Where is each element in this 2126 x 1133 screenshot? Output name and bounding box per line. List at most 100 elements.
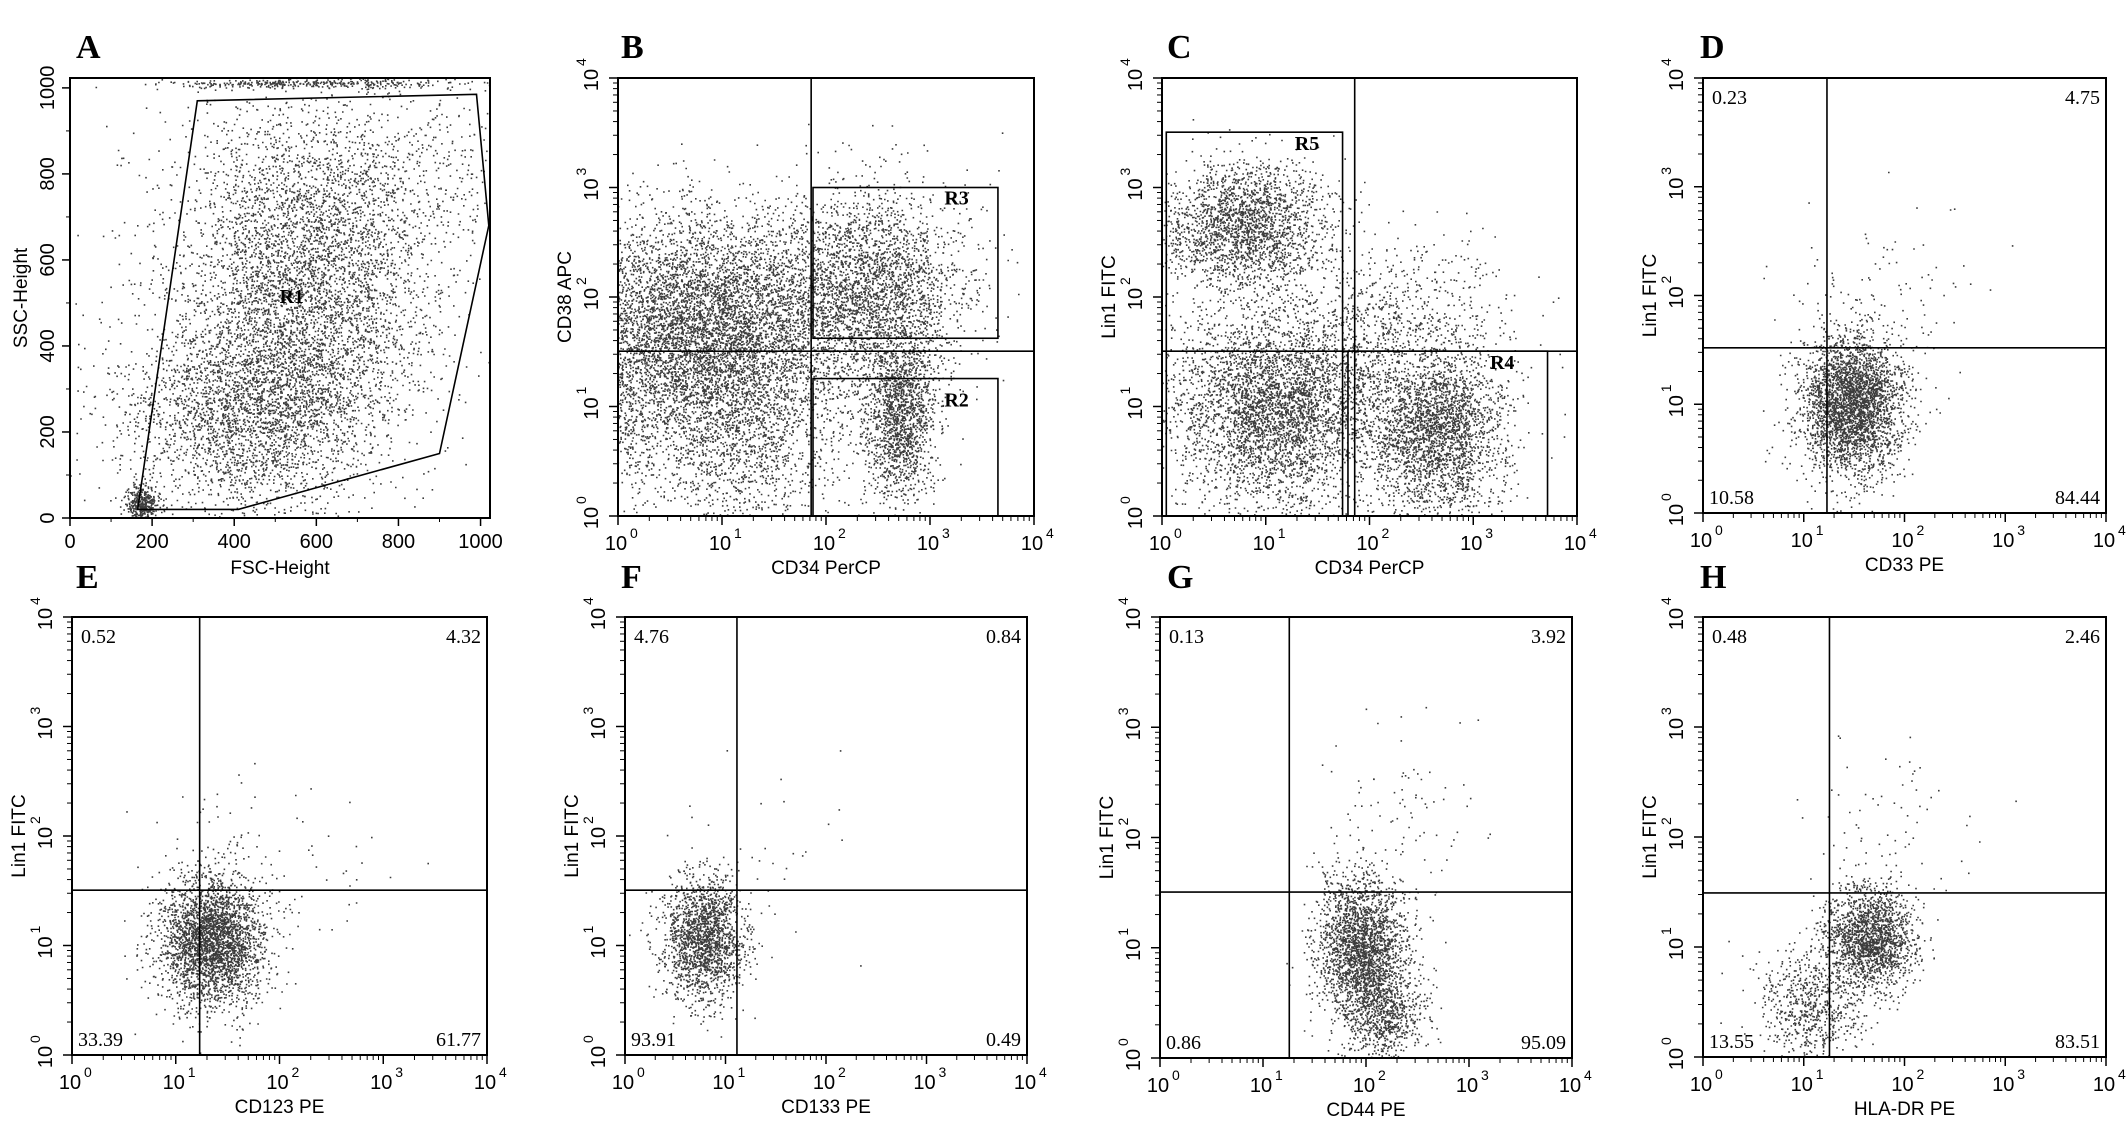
quadrant-value-ur: 3.92 — [1531, 626, 1566, 648]
x-tick-exponent: 1 — [188, 1064, 196, 1080]
event-dots — [629, 750, 862, 1038]
y-tick-label: 104 — [1658, 597, 1688, 630]
gate-r4 — [1347, 350, 1549, 517]
y-tick-label: 100 — [1658, 1037, 1688, 1070]
event-cloud — [1720, 735, 2017, 1057]
x-axis-label: CD34 PerCP — [1315, 558, 1425, 579]
event-cloud — [618, 123, 1020, 516]
svg-text:10: 10 — [588, 936, 610, 958]
quadrant-value-lr: 95.09 — [1521, 1032, 1566, 1054]
quadrant-value-ur: 0.84 — [986, 626, 1021, 648]
quadrant-value-lr: 84.44 — [2055, 487, 2100, 509]
x-tick-label: 200 — [135, 531, 168, 553]
y-axis-label: Lin1 FITC — [9, 794, 30, 877]
x-axis-label: CD34 PerCP — [771, 558, 881, 579]
y-tick-label: 102 — [1658, 817, 1688, 850]
gate-label: R1 — [279, 286, 303, 308]
gate-r3 — [812, 186, 999, 340]
x-tick-label: 10 — [1014, 1072, 1036, 1094]
x-tick-label: 10 — [163, 1072, 185, 1094]
x-tick-exponent: 3 — [942, 525, 950, 541]
svg-text:2: 2 — [1658, 276, 1674, 284]
svg-text:0: 0 — [580, 1035, 596, 1043]
x-tick-label: 10 — [1992, 530, 2014, 552]
quadrant-value-lr: 61.77 — [436, 1029, 481, 1051]
y-tick-label: 103 — [1658, 167, 1688, 200]
event-dots — [70, 78, 490, 518]
y-tick-label: 101 — [1658, 384, 1688, 417]
x-tick-exponent: 2 — [1382, 525, 1390, 541]
gate-label: R2 — [944, 390, 968, 412]
svg-text:2: 2 — [1115, 818, 1131, 826]
event-cloud — [1162, 119, 1566, 516]
svg-text:10: 10 — [588, 717, 610, 739]
svg-text:1: 1 — [580, 926, 596, 934]
y-tick-label: 103 — [1658, 707, 1688, 740]
quadrant-value-ul: 0.13 — [1169, 626, 1204, 648]
plot-frame — [71, 616, 488, 1056]
x-tick-label: 10 — [813, 533, 835, 555]
x-tick-label: 10 — [1891, 530, 1913, 552]
x-tick-exponent: 3 — [395, 1064, 403, 1080]
y-tick-label: 103 — [573, 168, 603, 201]
x-tick-exponent: 2 — [1917, 1066, 1925, 1082]
axes: 0 200 400 600 800 1000 0 200 400 600 800 1000 — [37, 66, 503, 553]
svg-text:2: 2 — [1658, 817, 1674, 825]
x-tick-exponent: 2 — [838, 525, 846, 541]
quadrant-value-ll: 0.86 — [1166, 1032, 1201, 1054]
x-tick-label: 10 — [1149, 533, 1171, 555]
y-tick-label: 104 — [580, 597, 610, 630]
svg-text:10: 10 — [588, 827, 610, 849]
y-tick-label: 104 — [573, 58, 603, 91]
svg-text:0: 0 — [1658, 493, 1674, 501]
svg-text:4: 4 — [27, 597, 43, 605]
y-axis-label: Lin1 FITC — [1097, 796, 1118, 879]
svg-text:10: 10 — [1666, 395, 1688, 417]
x-tick-exponent: 0 — [1715, 522, 1723, 538]
panel-letter: B — [621, 29, 644, 66]
x-tick-exponent: 1 — [1275, 1067, 1283, 1083]
x-tick-exponent: 4 — [2118, 522, 2126, 538]
x-tick-exponent: 0 — [637, 1064, 645, 1080]
svg-text:10: 10 — [1123, 718, 1145, 740]
x-tick-label: 10 — [1690, 530, 1712, 552]
svg-text:1: 1 — [573, 387, 589, 395]
panel-letter: H — [1700, 559, 1726, 596]
y-axis-label: SSC-Height — [11, 247, 32, 348]
svg-text:10: 10 — [1666, 178, 1688, 200]
x-tick-exponent: 3 — [2017, 522, 2025, 538]
x-tick-exponent: 2 — [1917, 522, 1925, 538]
x-tick-exponent: 4 — [2118, 1066, 2126, 1082]
y-axis-label: Lin1 FITC — [1099, 255, 1120, 338]
svg-text:10: 10 — [1666, 718, 1688, 740]
svg-text:10: 10 — [581, 178, 603, 200]
x-tick-exponent: 4 — [1039, 1064, 1047, 1080]
svg-text:10: 10 — [588, 1046, 610, 1068]
svg-text:2: 2 — [573, 277, 589, 285]
svg-text:10: 10 — [588, 608, 610, 630]
x-axis-label: CD44 PE — [1326, 1100, 1405, 1121]
x-tick-label: 10 — [1021, 533, 1043, 555]
x-tick-exponent: 4 — [1589, 525, 1597, 541]
y-tick-label: 101 — [1658, 927, 1688, 960]
x-tick-label: 800 — [382, 531, 415, 553]
svg-text:10: 10 — [581, 288, 603, 310]
x-tick-label: 10 — [59, 1072, 81, 1094]
quadrant-value-ll: 13.55 — [1709, 1031, 1754, 1053]
event-cloud — [1762, 171, 2014, 513]
svg-text:10: 10 — [1125, 69, 1147, 91]
event-dots — [1286, 706, 1491, 1058]
svg-text:3: 3 — [1658, 167, 1674, 175]
svg-text:10: 10 — [1123, 1049, 1145, 1071]
x-tick-exponent: 3 — [2017, 1066, 2025, 1082]
x-tick-label: 10 — [1891, 1074, 1913, 1096]
x-tick-label: 400 — [218, 531, 251, 553]
quadrant-value-ll: 33.39 — [78, 1029, 123, 1051]
x-tick-label: 10 — [1564, 533, 1586, 555]
event-dots — [1162, 119, 1566, 516]
